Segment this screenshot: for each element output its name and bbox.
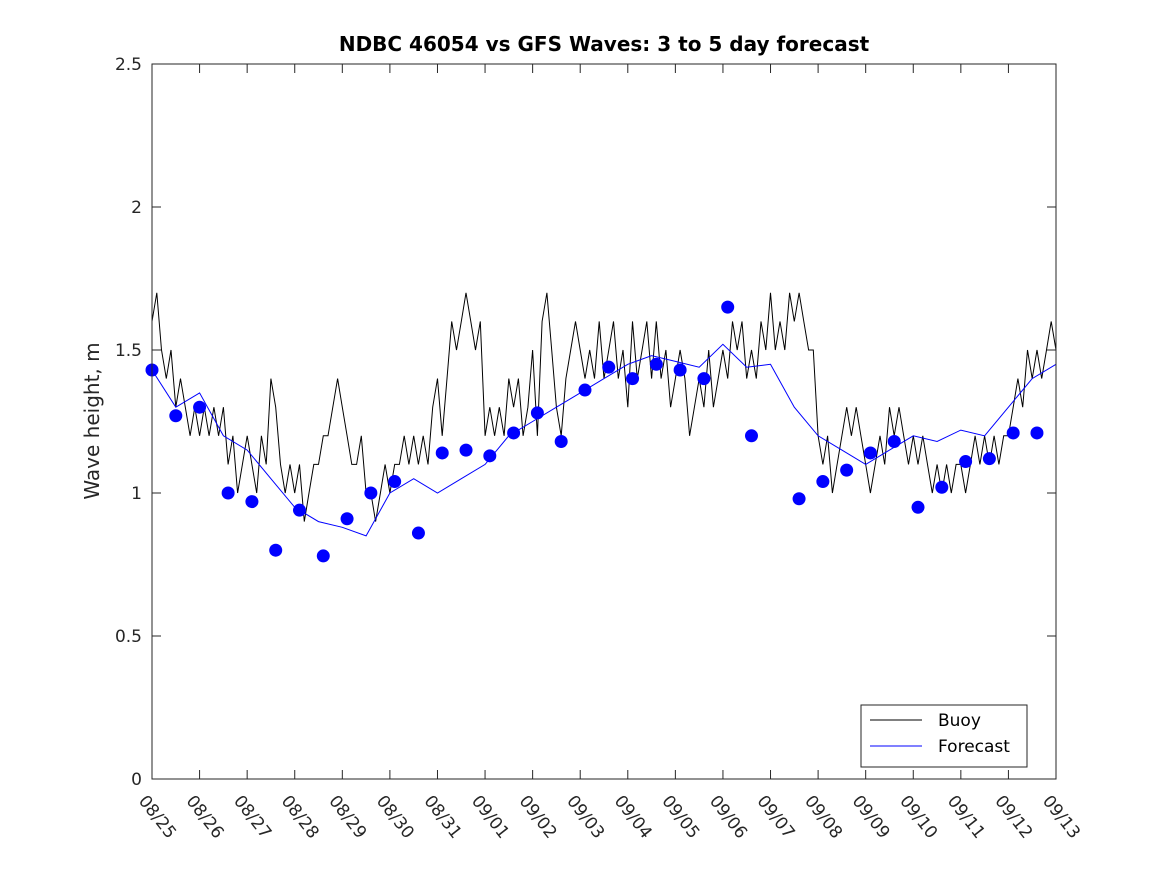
forecast-marker	[507, 426, 521, 440]
forecast-marker	[863, 446, 877, 460]
chart-title: NDBC 46054 vs GFS Waves: 3 to 5 day fore…	[339, 32, 870, 56]
forecast-marker	[221, 486, 235, 500]
forecast-marker	[554, 435, 568, 449]
forecast-marker	[626, 372, 640, 386]
forecast-marker	[316, 549, 330, 563]
forecast-marker	[887, 435, 901, 449]
forecast-marker	[744, 429, 758, 443]
forecast-marker	[193, 400, 207, 414]
forecast-marker	[364, 486, 378, 500]
legend-box	[860, 704, 1028, 768]
y-tick-label: 0.5	[115, 627, 142, 647]
forecast-marker	[578, 383, 592, 397]
forecast-marker	[1006, 426, 1020, 440]
forecast-marker	[530, 406, 544, 420]
forecast-marker	[673, 363, 687, 377]
forecast-marker	[792, 492, 806, 506]
y-tick-labels: 0 0.5 1 1.5 2 2.5	[115, 55, 142, 790]
forecast-marker	[959, 455, 973, 469]
forecast-marker	[169, 409, 183, 423]
forecast-marker	[411, 526, 425, 540]
forecast-marker	[935, 480, 949, 494]
forecast-marker	[483, 449, 497, 463]
y-tick-label: 0	[131, 770, 142, 790]
forecast-marker	[340, 512, 354, 526]
forecast-marker	[1030, 426, 1044, 440]
legend-buoy-label: Buoy	[938, 711, 981, 731]
forecast-marker	[459, 443, 473, 457]
forecast-marker	[435, 446, 449, 460]
y-tick-label: 2	[131, 198, 142, 218]
forecast-marker	[697, 372, 711, 386]
legend: Buoy Forecast	[860, 704, 1028, 768]
forecast-marker	[269, 543, 283, 557]
plot-frame	[151, 63, 1057, 780]
forecast-marker	[649, 357, 663, 371]
forecast-marker	[245, 495, 259, 509]
forecast-marker	[982, 452, 996, 466]
y-axis-label: Wave height, m	[80, 342, 104, 499]
y-tick-label: 1	[131, 484, 142, 504]
forecast-marker	[911, 500, 925, 514]
legend-forecast-label: Forecast	[938, 737, 1010, 757]
y-tick-label: 1.5	[115, 341, 142, 361]
forecast-markers	[145, 300, 1044, 563]
forecast-marker	[292, 503, 306, 517]
forecast-marker	[721, 300, 735, 314]
axis-ticks	[151, 63, 1057, 780]
forecast-marker	[602, 360, 616, 374]
y-tick-label: 2.5	[115, 55, 142, 75]
forecast-marker	[816, 475, 830, 489]
forecast-marker	[388, 475, 402, 489]
forecast-marker	[840, 463, 854, 477]
